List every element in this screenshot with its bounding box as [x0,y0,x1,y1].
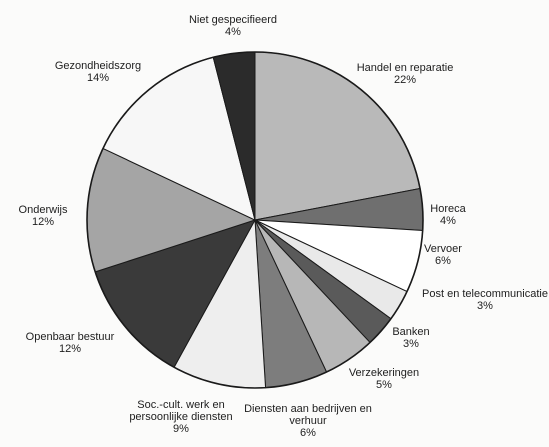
slice-label-line: Soc.-cult. werk en [137,399,224,411]
slice-label-horeca: Horeca 4% [430,203,466,227]
slice-label-gezondheidszorg: Gezondheidszorg 14% [55,60,141,84]
slice-label-line: Horeca [430,203,466,215]
slice-label-line: 5% [376,379,392,391]
slice-label-handel-en-reparatie: Handel en reparatie 22% [357,62,454,86]
slice-label-niet-gespecifieerd: Niet gespecifieerd 4% [189,14,277,38]
slice-label-line: 3% [403,338,419,350]
slice-label-line: 4% [225,26,241,38]
slice-label-line: Verzekeringen [349,367,419,379]
slice-label-verzekeringen: Verzekeringen 5% [349,367,419,391]
slice-label-line: Banken [392,326,429,338]
slice-label-diensten-aan-bedrijven-en-verhuur: Diensten aan bedrijven en verhuur 6% [244,403,372,439]
slice-label-line: Niet gespecifieerd [189,14,277,26]
pie-outline [86,51,424,389]
slice-label-line: Onderwijs [19,204,68,216]
slice-label-openbaar-bestuur: Openbaar bestuur 12% [26,331,115,355]
slice-label-line: 12% [59,343,81,355]
slice-label-line: persoonlijke diensten [129,411,232,423]
slice-label-banken: Banken 3% [392,326,429,350]
slice-label-line: Diensten aan bedrijven en [244,403,372,415]
slice-label-soc-cult-werk-en-persoonlijke-diensten: Soc.-cult. werk en persoonlijke diensten 9… [129,399,232,435]
slice-label-line: verhuur [289,415,327,427]
slice-label-line: Gezondheidszorg [55,60,141,72]
slice-label-line: 6% [435,255,451,267]
slice-label-line: Handel en reparatie [357,62,454,74]
slice-label-line: Post en telecommunicatie [422,288,548,300]
slice-label-onderwijs: Onderwijs 12% [19,204,68,228]
slice-label-line: 12% [32,216,54,228]
slice-label-line: 6% [300,427,316,439]
slice-label-line: 9% [173,423,189,435]
slice-label-line: Openbaar bestuur [26,331,115,343]
slice-label-post-en-telecommunicatie: Post en telecommunicatie 3% [422,288,548,312]
slice-label-line: Vervoer [424,243,462,255]
slice-labels: Handel en reparatie 22%Horeca 4%Vervoer 6%P… [19,14,548,439]
pie-slices [86,51,424,389]
slice-label-vervoer: Vervoer 6% [424,243,462,267]
slice-label-line: 4% [440,215,456,227]
slice-label-line: 22% [394,74,416,86]
slice-label-line: 14% [87,72,109,84]
slice-label-line: 3% [477,300,493,312]
